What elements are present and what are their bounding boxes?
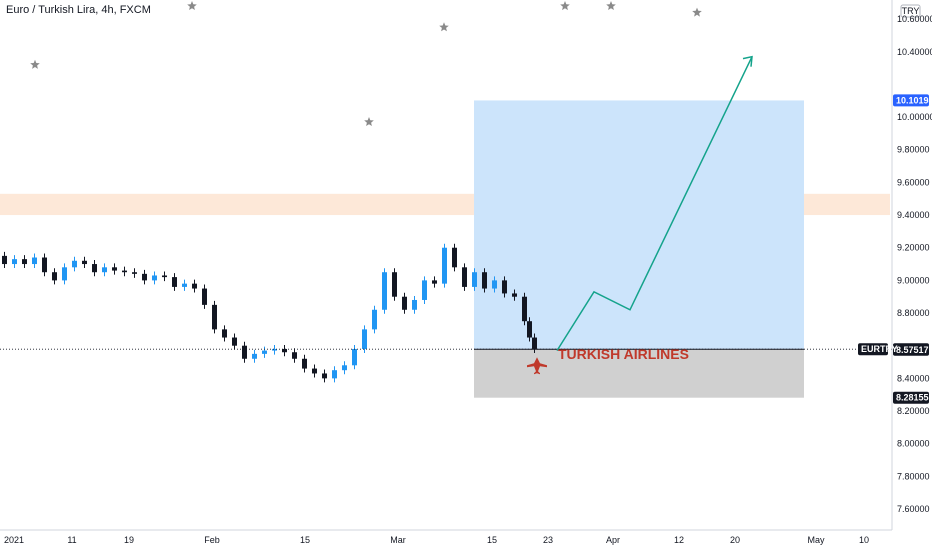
price-tag-label: 8.57517: [896, 345, 929, 355]
projection-arrowhead: [742, 55, 753, 67]
star-icon: [30, 59, 40, 69]
y-tick-label: 9.40000: [897, 210, 930, 220]
currency-button[interactable]: [900, 4, 921, 18]
star-icon: [364, 117, 374, 126]
y-tick-label: 10.00000: [897, 112, 932, 122]
y-tick-label: 8.00000: [897, 439, 930, 449]
star-icon: [692, 7, 702, 17]
star-icon: [560, 1, 570, 11]
star-icon: [606, 1, 616, 10]
price-tag: [893, 94, 929, 107]
x-tick-label: Feb: [204, 535, 220, 545]
x-tick-label: 19: [124, 535, 134, 545]
symbol-tag-label: EURTRY: [861, 344, 898, 354]
annotation-label: TURKISH AIRLINES: [558, 346, 689, 362]
y-tick-label: 8.20000: [897, 406, 930, 416]
y-tick-label: 8.40000: [897, 373, 930, 383]
price-tag: [893, 391, 929, 404]
airplane-icon: [527, 357, 547, 375]
y-tick-label: 7.60000: [897, 504, 930, 514]
x-tick-label: Mar: [390, 535, 406, 545]
price-axis[interactable]: [892, 0, 932, 550]
target-zone: [474, 100, 804, 350]
star-icon: [187, 1, 197, 10]
projection-line: [556, 56, 753, 351]
x-tick-label: Apr: [606, 535, 620, 545]
stop-zone: [474, 349, 804, 398]
x-tick-label: 2021: [4, 535, 24, 545]
price-tag-label: 8.28155: [896, 393, 929, 403]
y-tick-label: 10.40000: [897, 47, 932, 57]
x-tick-label: 20: [730, 535, 740, 545]
x-tick-label: 15: [300, 535, 310, 545]
star-icon: [439, 22, 449, 32]
symbol-tag: [858, 343, 888, 356]
y-tick-label: 8.80000: [897, 308, 930, 318]
y-tick-label: 7.80000: [897, 471, 930, 481]
x-tick-label: 10: [859, 535, 869, 545]
x-tick-label: 12: [674, 535, 684, 545]
x-tick-label: 23: [543, 535, 553, 545]
price-tag-label: 10.10198: [896, 95, 932, 105]
x-tick-label: 15: [487, 535, 497, 545]
y-tick-label: 9.80000: [897, 145, 930, 155]
chart-title: Euro / Turkish Lira, 4h, FXCM: [6, 4, 151, 16]
price-tag: [893, 343, 929, 356]
x-tick-label: 11: [67, 535, 76, 545]
y-tick-label: 9.00000: [897, 275, 930, 285]
y-tick-label: 9.20000: [897, 243, 930, 253]
currency-button-label[interactable]: TRY: [902, 6, 920, 16]
x-tick-label: May: [807, 535, 825, 545]
y-tick-label: 9.60000: [897, 177, 930, 187]
y-tick-label: 10.60000: [897, 14, 932, 24]
